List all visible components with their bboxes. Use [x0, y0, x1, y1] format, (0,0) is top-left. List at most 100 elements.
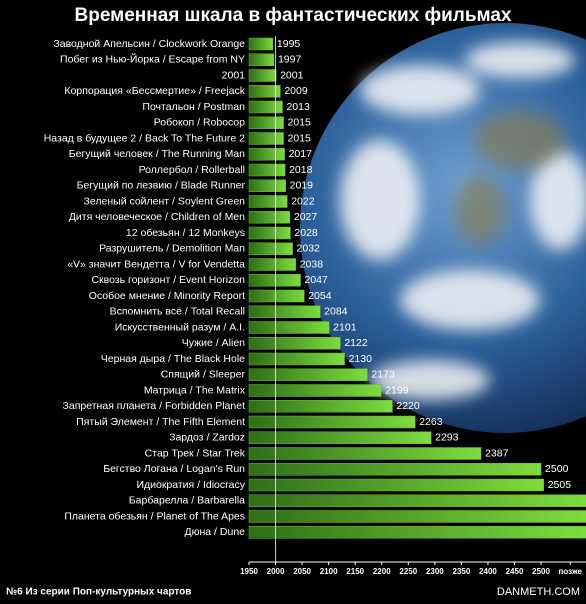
x-tick-label: 2250	[399, 567, 417, 576]
x-tick-label: 2000	[267, 567, 285, 576]
bar	[248, 37, 274, 51]
x-tick-label: позже	[559, 567, 583, 576]
category-label: Планета обезьян / Planet of The Apes	[64, 510, 245, 522]
value-label: 2263	[419, 416, 443, 428]
x-tick-label: 2500	[532, 567, 550, 576]
value-label: 2027	[294, 211, 318, 223]
x-tick-label: 2200	[373, 567, 391, 576]
bar	[248, 321, 330, 334]
value-label: 2032	[297, 243, 321, 255]
category-label: Бегство Логана / Logan's Run	[103, 463, 245, 475]
bar	[248, 100, 283, 114]
x-tick-label: 2050	[293, 567, 311, 576]
category-label: Сквозь горизонт / Event Horizon	[91, 274, 245, 286]
value-label: 2015	[288, 117, 312, 129]
value-label: 1997	[278, 54, 302, 66]
bar	[248, 179, 286, 192]
category-label: Бегущий человек / The Running Man	[69, 148, 245, 160]
category-label: Корпорация «Бессмертие» / Freejack	[64, 85, 245, 97]
category-label: Робокоп / Robocop	[154, 117, 245, 129]
category-label: Запретная планета / Forbidden Planet	[63, 400, 246, 412]
bar	[248, 305, 321, 318]
footer-left: №6 Из серии Поп-культурных чартов	[6, 587, 191, 598]
value-label: 2387	[485, 447, 509, 459]
x-tick-label: 2150	[346, 567, 364, 576]
category-label: Бегущий по лезвию / Blade Runner	[77, 180, 246, 192]
bar	[248, 132, 284, 145]
category-label: Барбарелла / Barbarella	[129, 495, 245, 507]
category-label: Матрица / The Matrix	[144, 384, 246, 396]
bar	[248, 53, 275, 66]
bar	[248, 384, 382, 397]
bar	[248, 510, 586, 523]
category-label: 2001	[222, 69, 246, 81]
x-tick-label: 2400	[479, 567, 497, 576]
value-label: 2013	[286, 101, 310, 113]
bar	[248, 69, 277, 82]
bar	[248, 274, 301, 287]
bar	[248, 478, 544, 492]
category-label: Искусственный разум / A.I.	[115, 321, 245, 333]
bar	[248, 400, 393, 413]
bar	[248, 463, 542, 476]
category-label: Спящий / Sleeper	[161, 369, 246, 381]
value-label: 2199	[385, 384, 409, 396]
category-label: Черная дыра / The Black Hole	[101, 353, 245, 365]
value-label: 2173	[371, 369, 395, 381]
bar	[248, 337, 341, 350]
value-label: 2017	[289, 148, 313, 160]
x-tick-label: 2100	[320, 567, 338, 576]
x-tick-label: 2350	[453, 567, 471, 576]
bar	[248, 242, 293, 255]
bar	[248, 116, 284, 129]
category-label: Побег из Нью-Йорка / Escape from NY	[60, 53, 245, 66]
category-label: Назад в будущее 2 / Back To The Future 2	[44, 132, 245, 144]
value-label: 2130	[349, 353, 373, 365]
category-label: Идиократия / Idiocracy	[136, 479, 245, 491]
bar	[248, 431, 432, 444]
category-label: Дюна / Dune	[185, 526, 246, 538]
bar	[248, 352, 345, 366]
value-label: 2500	[545, 463, 569, 475]
bar	[248, 163, 286, 177]
bar	[248, 415, 416, 429]
bar	[248, 226, 291, 240]
value-label: 2018	[289, 164, 313, 176]
value-label: 2101	[333, 321, 357, 333]
footer-right: DANMETH.COM	[497, 586, 580, 598]
category-label: Зеленый сойлент / Soylent Green	[84, 195, 246, 207]
value-label: 2293	[435, 432, 459, 444]
bar	[248, 494, 586, 507]
value-label: 2505	[548, 479, 572, 491]
value-label: 2019	[290, 180, 314, 192]
bar	[248, 526, 586, 539]
value-label: 2122	[344, 337, 368, 349]
category-label: Особое мнение / Minority Report	[89, 290, 245, 302]
value-label: 2015	[288, 132, 312, 144]
x-tick-label: 2300	[426, 567, 444, 576]
bar	[248, 85, 281, 98]
bar	[248, 211, 291, 224]
value-label: 2022	[291, 195, 315, 207]
value-label: 2047	[305, 274, 329, 286]
category-label: Заводной Апельсин / Clockwork Orange	[53, 38, 245, 50]
value-label: 2009	[284, 85, 308, 97]
category-label: Дитя человеческое / Children of Men	[69, 211, 245, 223]
earth	[300, 23, 586, 433]
category-label: Чужие / Alien	[182, 337, 245, 349]
bar	[248, 148, 285, 161]
x-tick-label: 1950	[240, 567, 258, 576]
category-label: Роллербол / Rollerball	[139, 164, 245, 176]
bar	[248, 289, 305, 303]
bar	[248, 258, 296, 271]
bar	[248, 195, 288, 208]
category-label: Стар Трек / Star Trek	[145, 447, 246, 459]
value-label: 2001	[280, 69, 304, 81]
category-label: Почтальон / Postman	[142, 101, 245, 113]
chart-title: Временная шкала в фантастических фильмах	[75, 5, 512, 26]
category-label: Вспомнить всё / Total Recall	[110, 306, 245, 318]
value-label: 2084	[324, 306, 348, 318]
value-label: 1995	[277, 38, 301, 50]
x-tick-label: 2450	[506, 567, 524, 576]
